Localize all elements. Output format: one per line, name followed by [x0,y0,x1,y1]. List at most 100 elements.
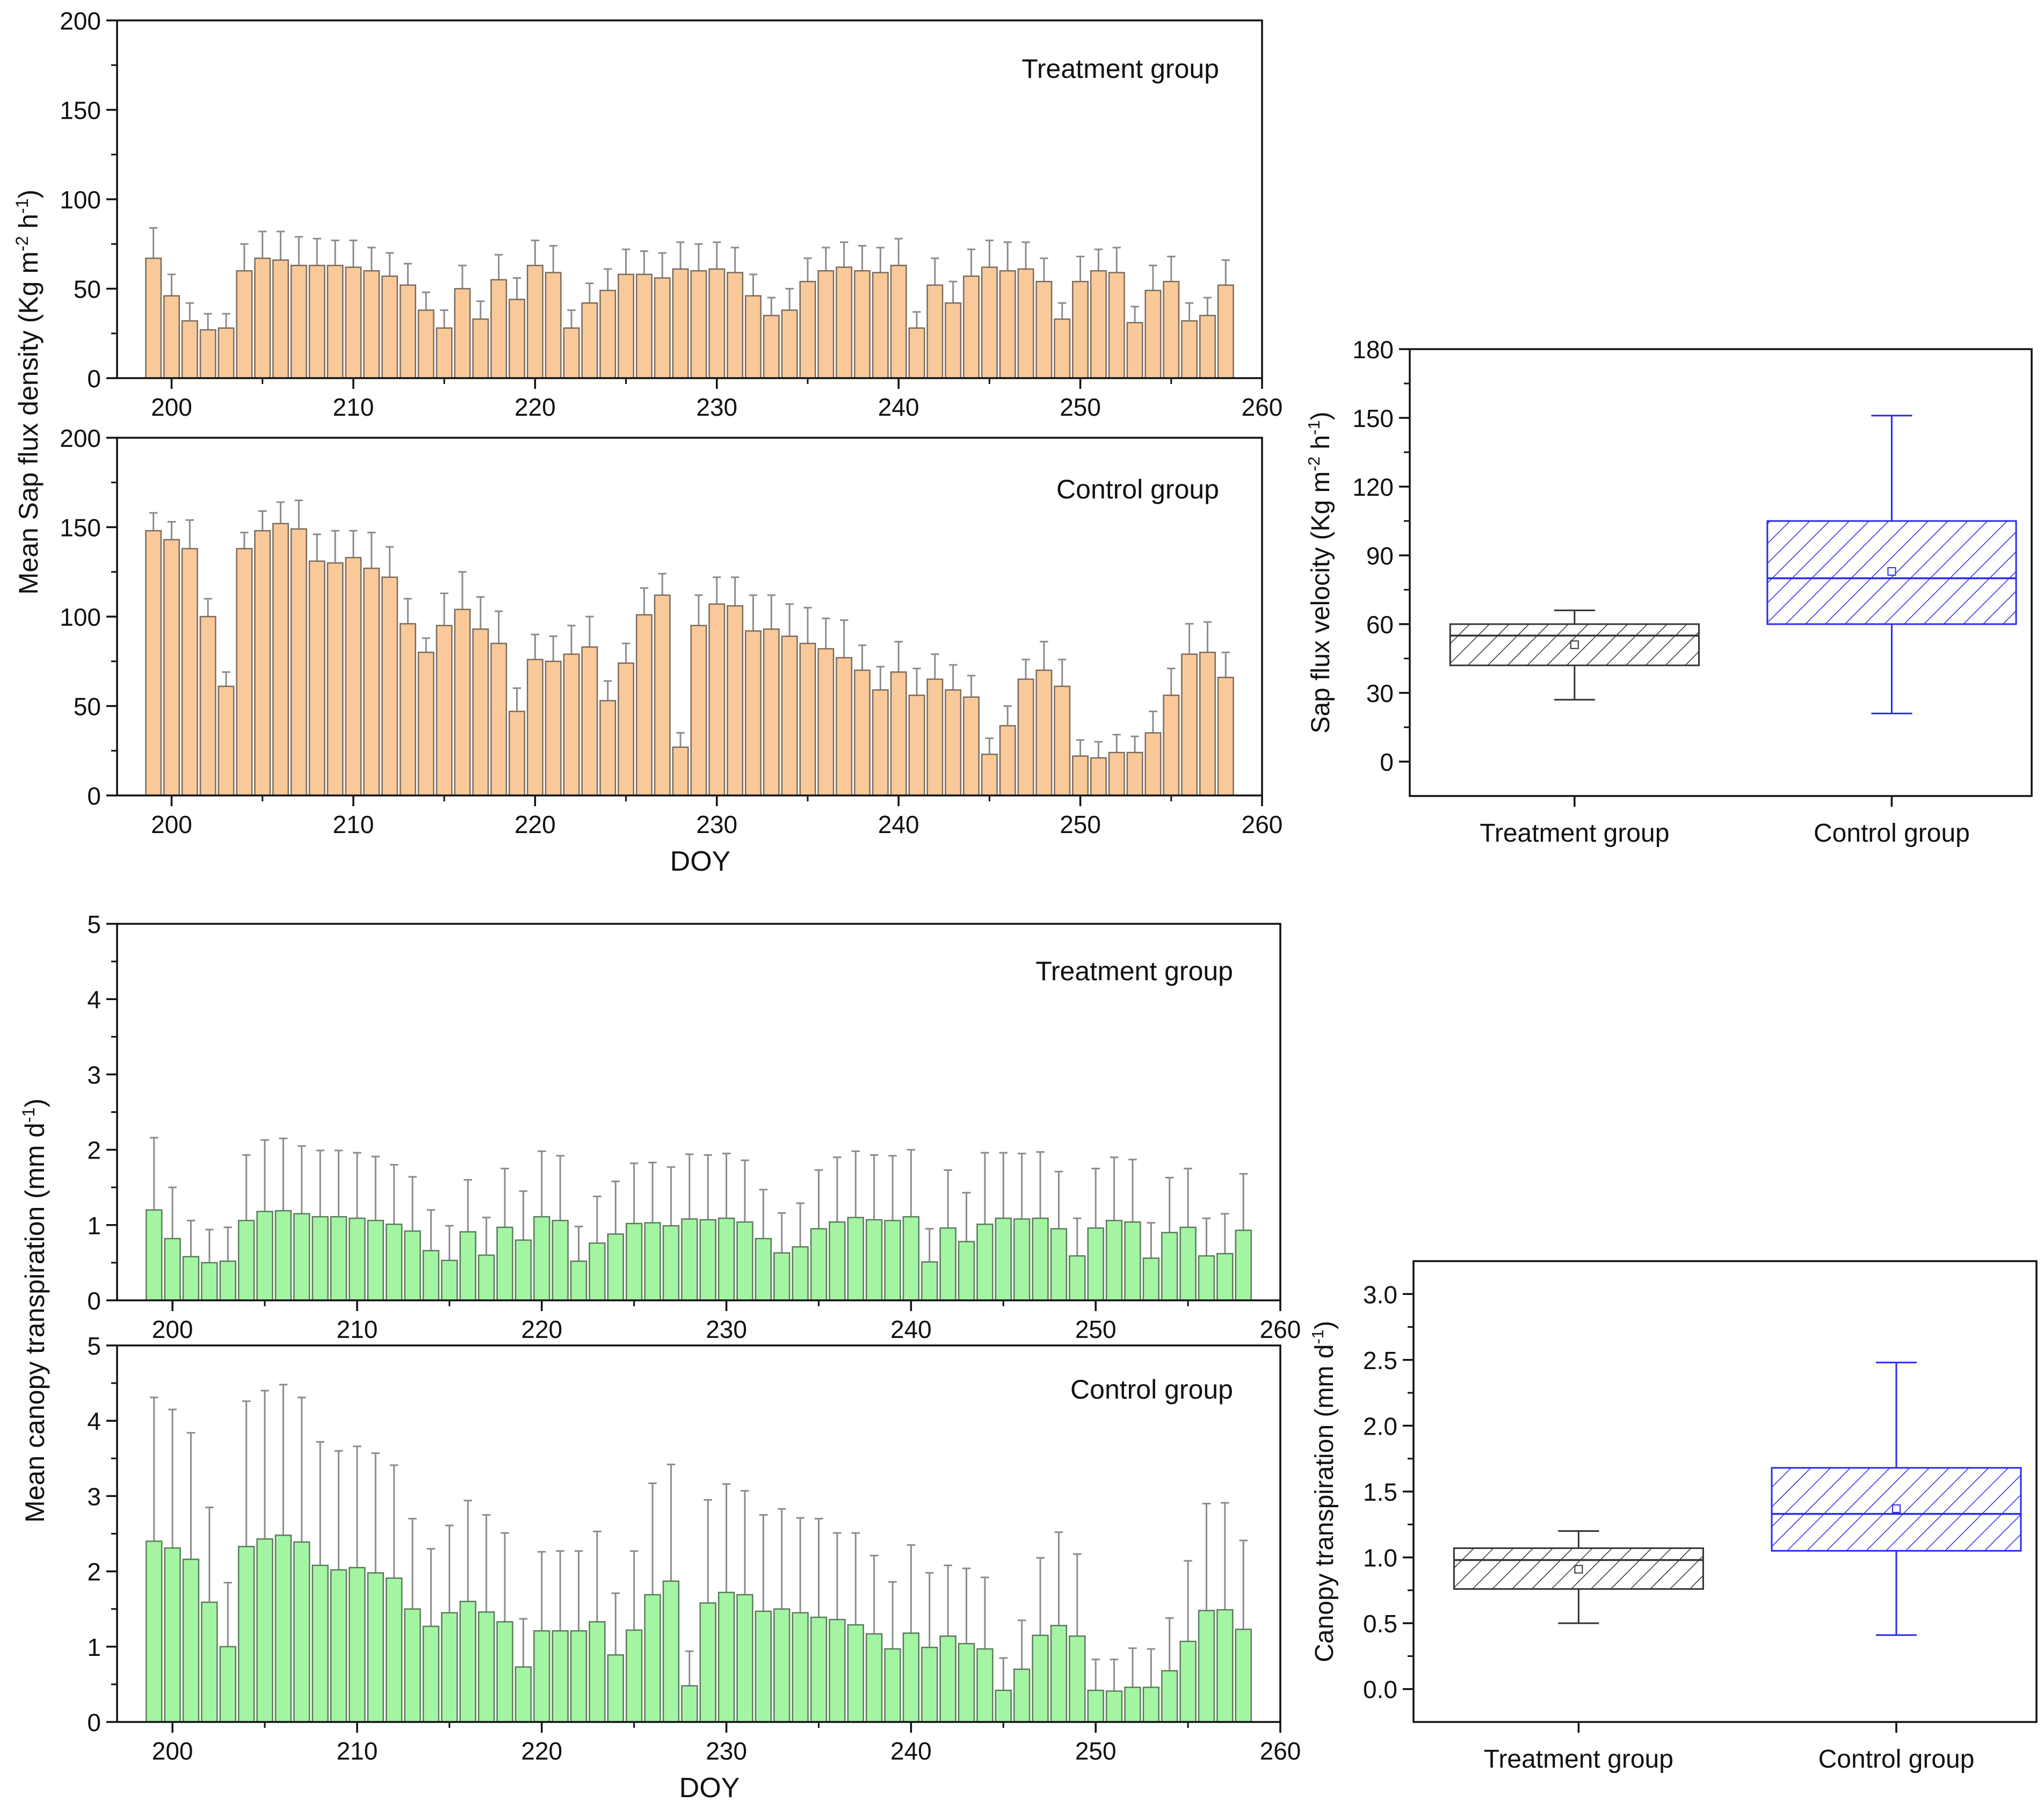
bar [1142,1257,1160,1301]
x-tick-label: 230 [696,393,737,421]
y-tick-label: 150 [1352,404,1394,432]
x-axis-label: DOY [679,1772,740,1802]
bar [792,1612,809,1723]
bar [945,302,962,379]
bar [945,689,962,797]
bar [1069,1635,1086,1723]
bar [472,318,489,379]
box-ylabel: Sap flux velocity (Kg m-2 h-1) [1304,411,1335,733]
bar [976,1648,994,1723]
bar [145,530,162,797]
bar [256,1211,273,1301]
bar [327,264,344,379]
ct-control-panel: 0 1 2 3 4 5 200 210 220 230 240 250 260 Control group… [87,1332,1301,1802]
bar [236,270,253,379]
bar [330,1216,347,1301]
bar [1199,315,1216,379]
bar [781,309,798,379]
bar [477,1611,495,1723]
bar [847,1217,864,1301]
bar [625,1222,643,1301]
x-tick-label: 220 [521,1737,562,1765]
box-ylabel: Canopy transpiration (mm d-1) [1308,1321,1339,1662]
y-tick-label: 3 [87,1482,101,1510]
bar [1216,1253,1234,1301]
bar [308,560,325,797]
bar [164,1547,181,1723]
y-tick-label: 0 [87,365,101,393]
group-label: Control group [1070,1374,1233,1405]
bar [381,275,398,379]
y-tick-label: 1 [87,1633,101,1661]
bar [1199,652,1216,797]
bar [293,1541,310,1723]
bar [274,1535,292,1723]
bar [472,628,489,797]
bar [404,1608,421,1723]
bar [237,1220,255,1301]
bar [182,1558,200,1723]
bar [436,327,453,379]
x-tick-label: 200 [151,810,192,838]
bar [349,1567,366,1723]
bar [367,1572,385,1723]
bar [981,266,998,379]
bar [533,1630,550,1723]
bar [1235,1229,1252,1301]
bar [1161,1670,1178,1723]
category-label: Control group [1814,819,1970,848]
category-label: Treatment group [1484,1745,1673,1774]
bar [1108,751,1125,797]
bar [381,576,398,797]
bar [1216,1609,1234,1723]
bar [218,685,235,797]
bar [599,290,617,379]
bar [399,284,416,379]
bar [717,1591,735,1723]
x-tick-label: 250 [1075,1315,1117,1343]
x-tick-label: 210 [333,393,374,421]
x-tick-label: 260 [1260,1315,1301,1343]
y-tick-label: 0 [87,1709,101,1736]
bar [727,605,744,797]
bar [1090,757,1107,797]
bar [330,1569,347,1723]
bar [1069,1255,1086,1301]
bar [581,302,598,379]
bar [890,671,907,797]
bar [708,268,726,379]
bar [618,662,635,797]
bar [293,1213,310,1301]
bar [163,295,180,379]
plot-frame [1409,348,2033,797]
bar [681,1218,698,1301]
y-tick-label: 4 [87,1407,101,1435]
bar [926,678,944,797]
bar [995,1689,1012,1723]
bar [1161,1232,1178,1301]
bar [773,1252,791,1301]
bar [1090,270,1107,379]
bar [836,657,853,797]
bar [792,1246,809,1301]
bar [799,642,816,797]
y-tick-label: 60 [1366,611,1394,639]
bar [958,1241,975,1301]
bar [921,1646,938,1723]
bar [963,275,980,379]
bar [1124,1221,1141,1301]
x-tick-label: 220 [521,1315,562,1343]
y-tick-label: 100 [60,186,101,214]
y-tick-label: 100 [60,603,101,631]
bar [884,1220,901,1301]
bar [1087,1227,1104,1301]
category-label: Control group [1818,1745,1975,1774]
bar [755,1610,772,1723]
sap-box-panel: Treatment group Control group 0 30 60 90 120 15… [1304,336,2033,848]
y-tick-label: 2.5 [1363,1347,1397,1374]
bar [926,284,944,379]
bar [1072,755,1089,797]
bar [872,272,889,379]
bar [654,594,671,797]
bar [999,270,1016,379]
